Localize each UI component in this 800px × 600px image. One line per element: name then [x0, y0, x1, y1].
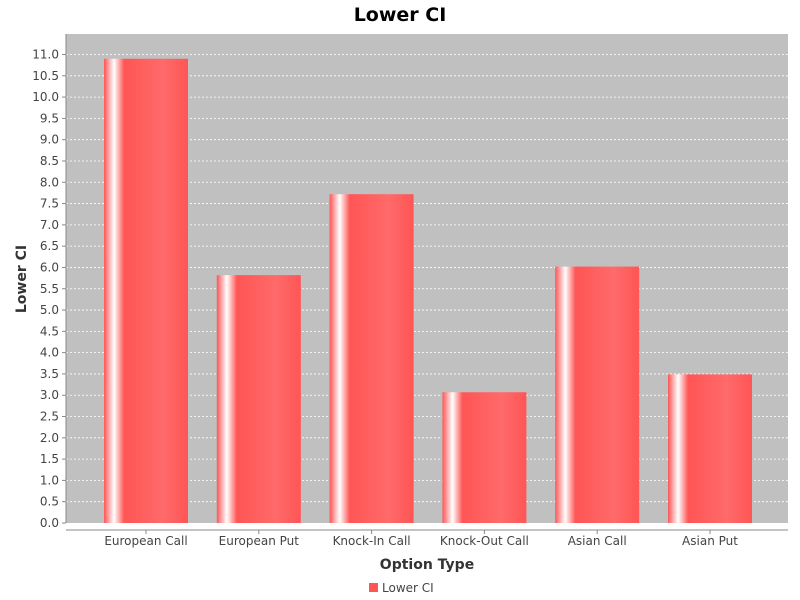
x-tick-label: Knock-Out Call [440, 534, 529, 548]
legend-label: Lower CI [382, 581, 434, 595]
bars [104, 58, 752, 523]
y-tick-label: 2.5 [40, 410, 59, 424]
y-tick-label: 4.0 [40, 346, 59, 360]
y-tick-label: 6.5 [40, 239, 59, 253]
y-tick-label: 0.5 [40, 495, 59, 509]
bar [104, 58, 188, 523]
y-tick-label: 3.0 [40, 388, 59, 402]
y-tick-label: 10.0 [32, 90, 59, 104]
x-tick-label: European Call [104, 534, 187, 548]
bar [442, 392, 527, 523]
y-axis-label: Lower CI [14, 245, 30, 313]
y-tick-label: 8.5 [40, 154, 59, 168]
legend: Lower CI [369, 581, 434, 595]
y-ticks: 0.0 0.5 1.0 1.5 2.0 2.5 3.0 3.5 4.0 4.5 5.0 5.5 6.0 6… [32, 48, 66, 530]
bar [555, 266, 640, 523]
y-tick-label: 0.0 [40, 516, 59, 530]
y-tick-label: 2.0 [40, 431, 59, 445]
y-tick-label: 9.5 [40, 111, 59, 125]
bar [329, 194, 414, 523]
x-axis-label: Option Type [380, 557, 474, 573]
y-tick-label: 5.0 [40, 303, 59, 317]
x-tick-label: Asian Put [682, 534, 738, 548]
y-tick-label: 9.0 [40, 133, 59, 147]
y-tick-label: 1.5 [40, 452, 59, 466]
x-ticks: European Call European Put Knock-In Call Kn… [104, 530, 738, 548]
bar [668, 374, 752, 523]
y-tick-label: 5.5 [40, 282, 59, 296]
y-tick-label: 3.5 [40, 367, 59, 381]
y-tick-label: 4.5 [40, 324, 59, 338]
x-tick-label: Asian Call [568, 534, 627, 548]
y-tick-label: 1.0 [40, 473, 59, 487]
legend-swatch [369, 583, 378, 592]
chart-title: Lower CI [354, 4, 447, 26]
y-tick-label: 11.0 [32, 48, 59, 62]
y-tick-label: 6.0 [40, 260, 59, 274]
y-tick-label: 10.5 [32, 69, 59, 83]
x-tick-label: Knock-In Call [333, 534, 411, 548]
bar [216, 275, 301, 523]
y-tick-label: 7.0 [40, 218, 59, 232]
x-tick-label: European Put [219, 534, 300, 548]
y-tick-label: 7.5 [40, 197, 59, 211]
y-tick-label: 8.0 [40, 175, 59, 189]
